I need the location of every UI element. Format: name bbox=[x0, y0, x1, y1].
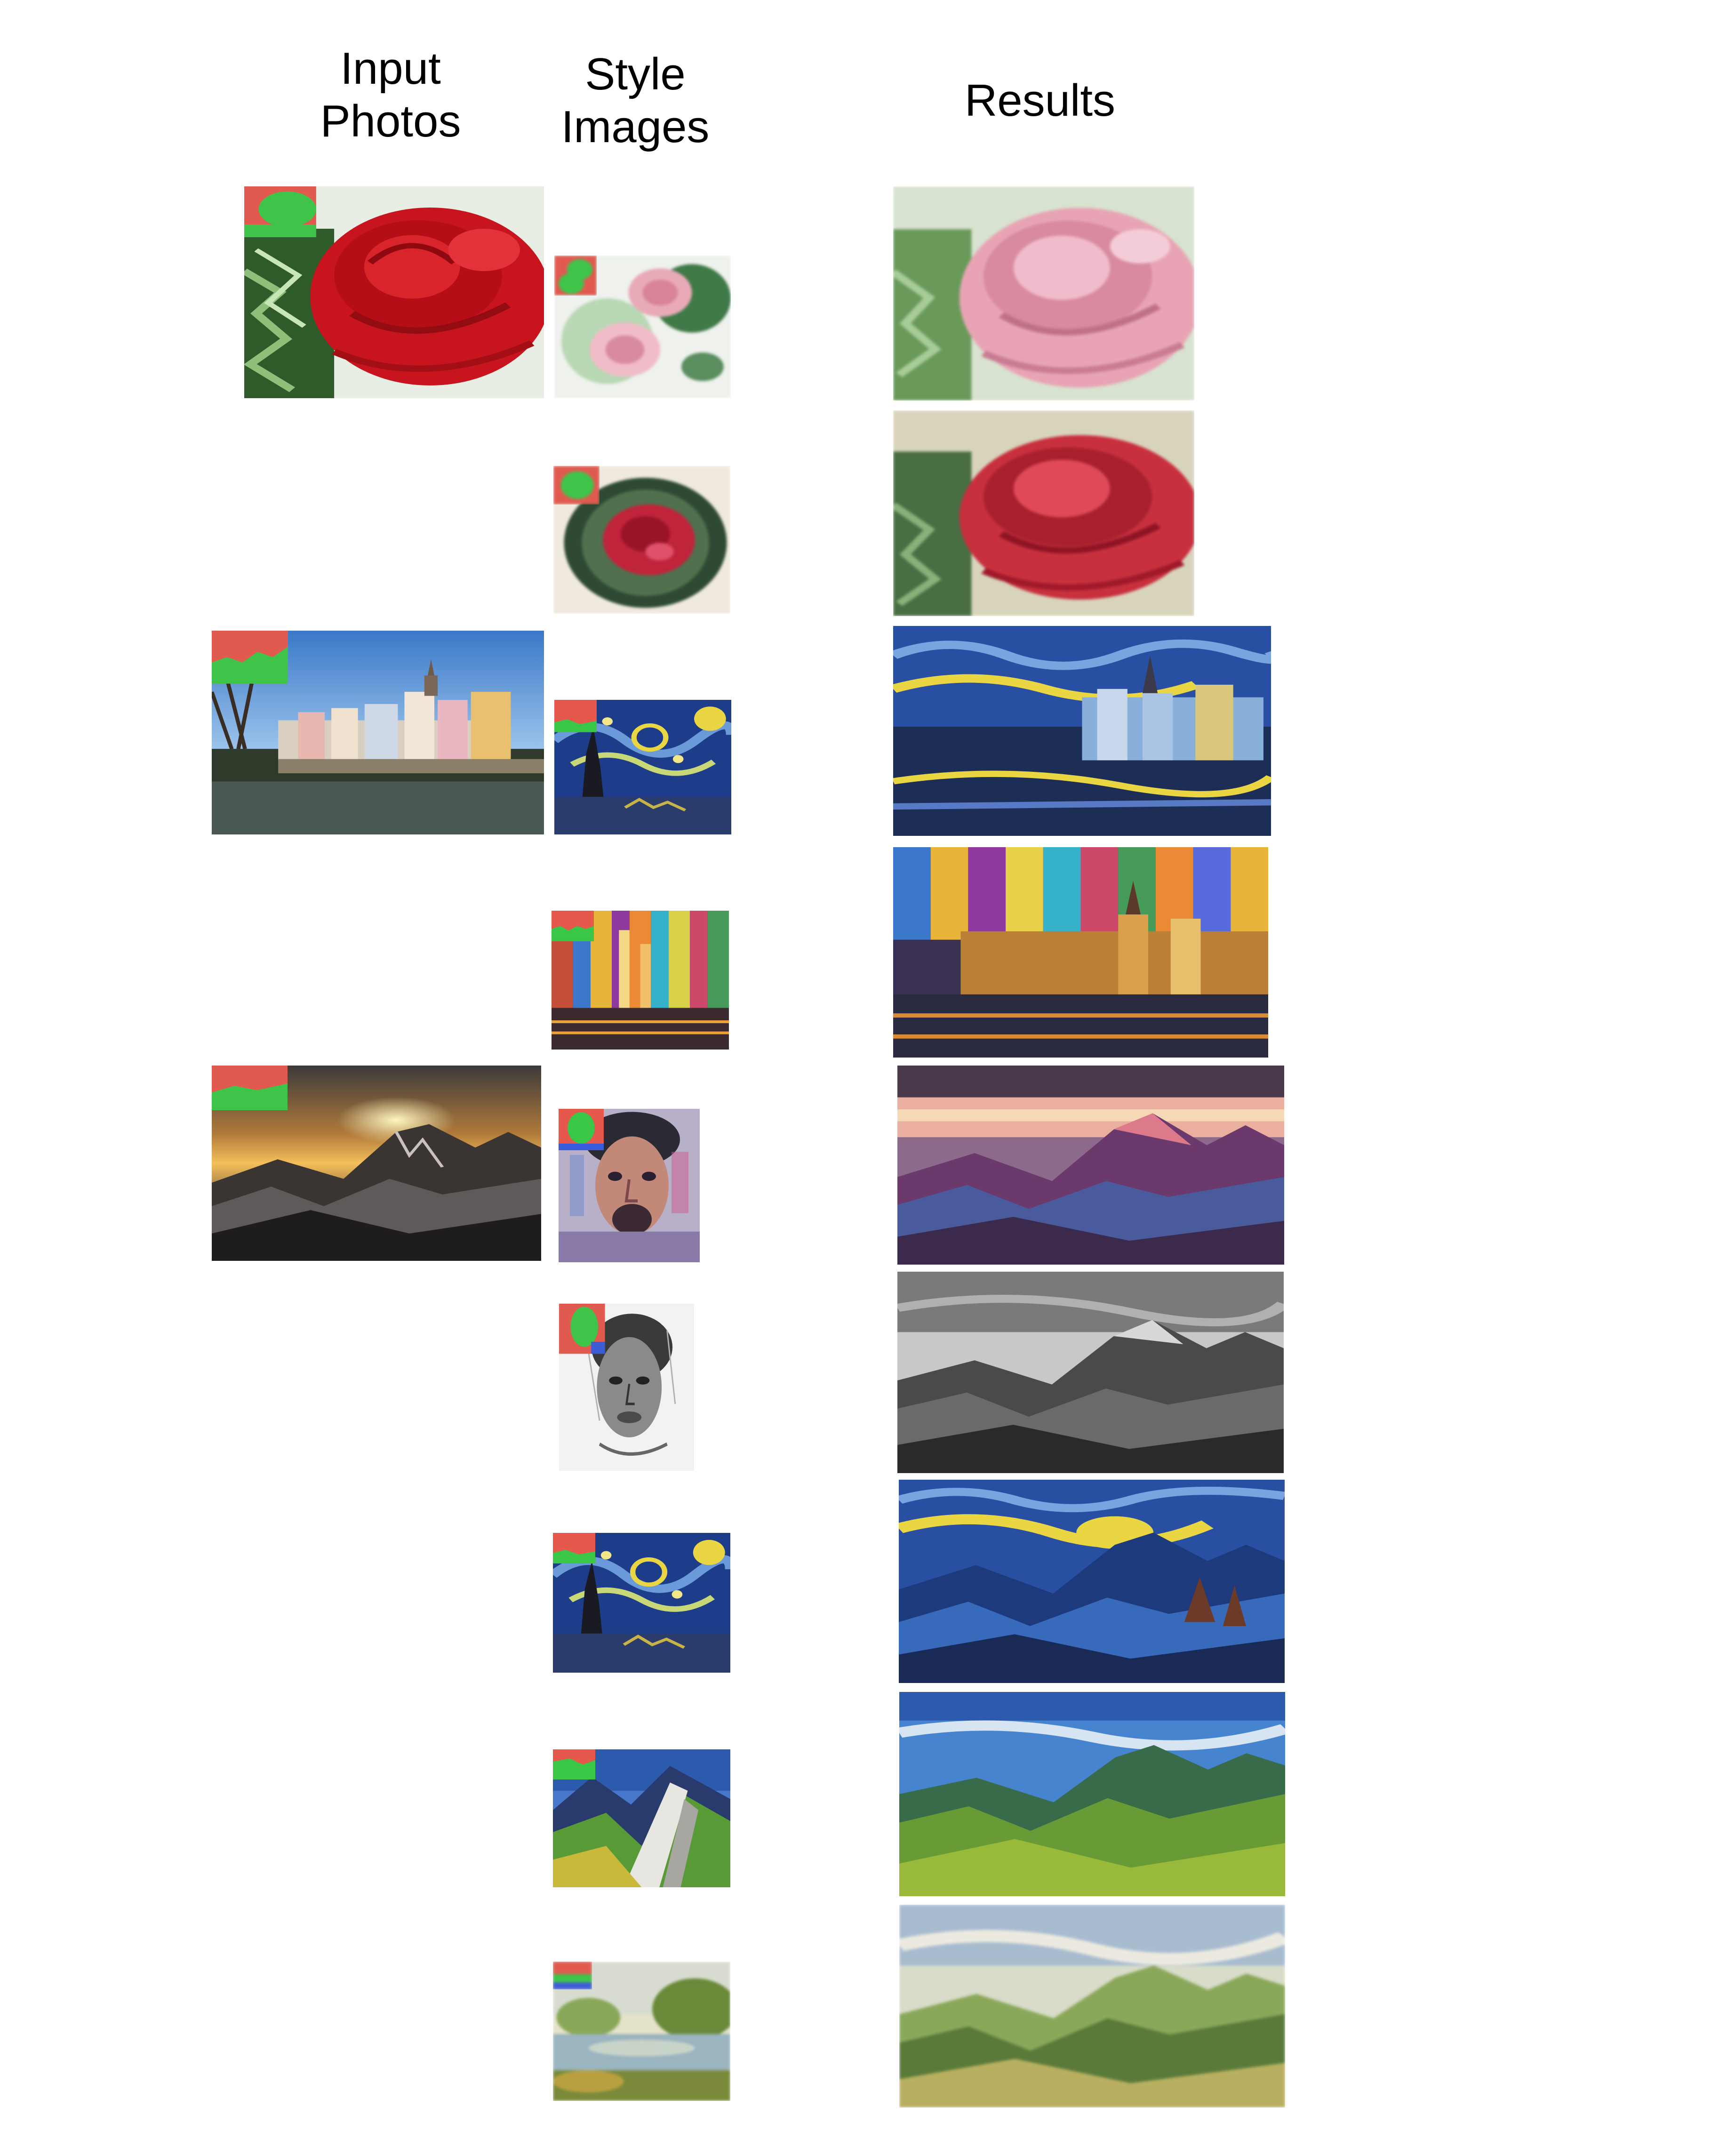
result-image-red-rose bbox=[893, 410, 1194, 616]
result-image-tuebingen-colorful bbox=[893, 847, 1268, 1058]
style-image-portrait-man bbox=[559, 1109, 700, 1262]
segmentation-mask-icon bbox=[553, 466, 600, 505]
segmentation-mask-icon bbox=[553, 1962, 592, 1990]
style-image-mountain-ridge bbox=[553, 1749, 730, 1887]
segmentation-mask-icon bbox=[212, 1066, 288, 1111]
style-image-pink-roses bbox=[554, 256, 731, 398]
style-image-river-landscape bbox=[553, 1962, 730, 2101]
input-photo-tuebingen bbox=[212, 631, 544, 834]
result-image-mountain-pencil bbox=[897, 1272, 1284, 1473]
style-image-starry-night bbox=[553, 1533, 730, 1673]
input-photo-mountain-sunset bbox=[212, 1066, 541, 1261]
segmentation-mask-icon bbox=[553, 1533, 596, 1564]
result-image-pink-rose bbox=[893, 186, 1194, 401]
input-photo-rose bbox=[244, 186, 544, 398]
style-image-red-rose bbox=[553, 466, 730, 614]
segmentation-mask-icon bbox=[553, 1749, 596, 1780]
result-image-mountain-pastel bbox=[899, 1905, 1285, 2108]
segmentation-mask-icon bbox=[212, 631, 288, 684]
style-image-starry-night bbox=[554, 700, 731, 834]
result-image-mountain-portrait bbox=[897, 1066, 1284, 1265]
heading-style-images: Style Images bbox=[561, 49, 710, 152]
segmentation-mask-icon bbox=[554, 256, 597, 296]
segmentation-mask-icon bbox=[552, 911, 594, 941]
segmentation-mask-icon bbox=[554, 700, 597, 732]
segmentation-mask-icon bbox=[244, 186, 316, 237]
heading-results: Results bbox=[964, 75, 1116, 126]
segmentation-mask-icon bbox=[559, 1109, 604, 1151]
style-image-colorful-city bbox=[552, 911, 729, 1050]
style-image-pencil-portrait bbox=[559, 1304, 694, 1471]
heading-input-photos: Input Photos bbox=[320, 43, 461, 146]
result-image-mountain-starry bbox=[899, 1480, 1285, 1683]
result-image-mountain-green bbox=[899, 1692, 1285, 1896]
result-image-tuebingen-starry bbox=[893, 626, 1271, 836]
segmentation-mask-icon bbox=[559, 1304, 605, 1354]
